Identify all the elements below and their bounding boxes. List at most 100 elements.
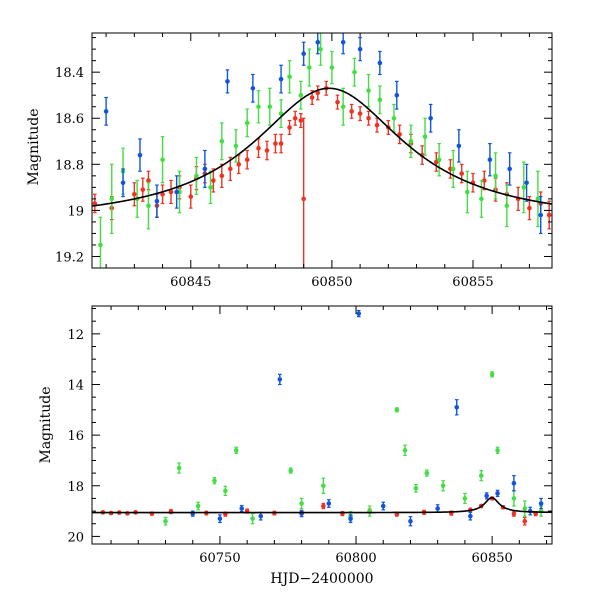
top-blue-point [428,103,433,133]
top-red-point [433,152,439,172]
data-point [402,448,408,453]
top-green-point [160,136,165,184]
data-point [132,191,137,197]
data-point [321,503,326,509]
top-y-tick-label: 19.2 [55,250,84,265]
bottom-blue-point [468,511,473,521]
data-point [535,196,541,202]
data-point [459,171,464,176]
bottom-green-point [250,513,255,525]
data-point [160,191,165,197]
top-green-point [422,117,428,156]
top-red-point [244,149,250,170]
data-point [298,118,304,123]
data-point [217,516,223,521]
top-green-point [194,156,199,195]
data-point [377,97,383,103]
top-green-point [219,122,225,161]
data-point [146,203,151,209]
data-point [468,513,473,519]
data-point [462,496,468,501]
top-red-point [335,94,340,110]
data-point [227,166,233,172]
data-point [546,212,552,218]
data-point [507,166,512,172]
bottom-green-point [478,469,484,482]
data-point [479,196,484,202]
top-blue-point [315,33,321,55]
bottom-x-tick-label: 60850 [471,551,512,566]
top-x-tick-label: 60855 [452,275,493,290]
top-green-point [521,161,527,214]
bottom-blue-point [348,514,353,524]
data-point [397,132,402,137]
data-point [374,122,380,128]
top-green-point [318,33,323,66]
top-red-point [264,140,270,161]
top-blue-point [394,80,400,110]
data-point [287,125,292,130]
data-point [321,483,326,489]
top-green-point [267,87,273,126]
data-point [212,478,217,484]
data-point [188,194,194,199]
data-point [349,109,354,114]
data-point [225,79,230,84]
bottom-blue-point [495,489,500,497]
top-red-point [301,117,306,268]
data-point [527,205,532,211]
data-point [481,178,487,183]
top-red-point [273,133,278,154]
top-blue-point [174,175,179,209]
data-point [236,162,242,167]
bottom-series-green [163,371,544,526]
data-point [495,491,500,496]
top-red-point [397,124,402,145]
data-point [264,148,270,153]
bottom-blue-point [511,475,517,492]
top-green-point [278,99,284,129]
data-point [511,496,517,501]
bottom-green-point [511,490,517,507]
data-point [219,173,225,179]
bottom-green-point [489,371,495,378]
bottom-x-axis-label: HJD−2400000 [270,571,373,587]
bottom-blue-point [326,499,332,508]
top-red-point [219,163,225,188]
data-point [256,104,261,110]
bottom-green-point [176,462,182,474]
bottom-green-point [424,469,430,477]
top-panel: 60845 60850 60855 18.4 18.6 18.8 19 19.2 Magnit… [26,32,553,290]
top-blue-point [103,96,109,126]
data-point [366,88,371,93]
top-green-point [208,170,213,205]
top-red-point [92,193,98,214]
bottom-plot-frame [91,305,553,545]
top-y-axis-label: Magnitude [26,108,42,185]
top-blue-point [154,184,160,218]
data-point [140,187,146,192]
data-point [538,501,544,506]
bottom-y-tick-label: 20 [67,530,84,545]
bottom-green-point [299,497,304,510]
data-point [233,448,239,453]
top-green-point [366,73,371,108]
data-point [278,76,284,82]
top-red-point [481,170,487,191]
data-point [250,85,256,91]
top-blue-point [357,37,363,62]
top-red-point [515,186,521,212]
top-green-point [408,124,414,159]
top-y-tick-label: 18.4 [55,66,84,81]
bottom-red-point [511,510,517,517]
bottom-panel-axes: 60750 60800 60850 12 14 16 18 20 [67,305,553,566]
data-point [288,468,293,473]
data-point [219,138,225,144]
data-point [273,141,278,146]
top-green-point [146,182,151,230]
top-green-point [450,149,456,188]
top-green-point [244,108,250,138]
data-point [195,503,201,509]
data-point [408,138,414,144]
data-point [522,518,528,524]
